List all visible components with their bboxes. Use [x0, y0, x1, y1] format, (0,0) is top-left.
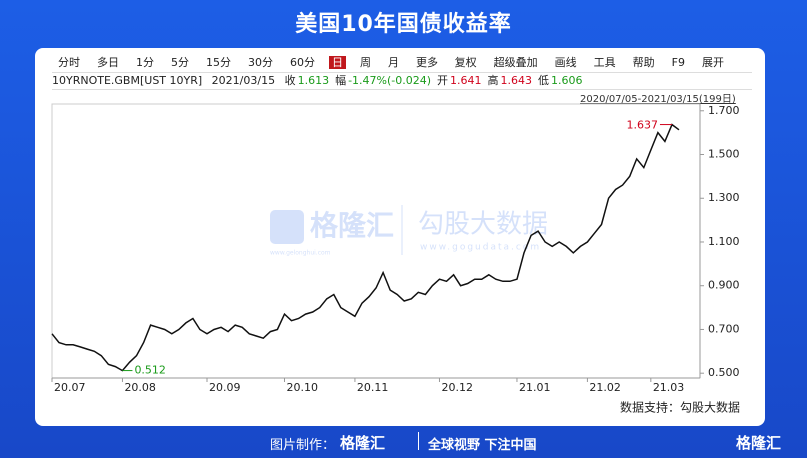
- toolbar-button[interactable]: 复权: [454, 56, 477, 69]
- toolbar-button[interactable]: 5分: [171, 56, 189, 69]
- y-tick-label: 1.700: [708, 104, 740, 117]
- info-label: 高: [487, 74, 499, 87]
- info-value: 1.606: [551, 74, 583, 87]
- info-value: 1.643: [500, 74, 533, 87]
- source: 数据支持：勾股大数据: [620, 400, 740, 415]
- footer-brand: 格隆汇: [340, 434, 386, 452]
- toolbar-button[interactable]: 工具: [593, 56, 616, 69]
- toolbar-button[interactable]: 60分: [290, 56, 315, 69]
- footer: 图片制作： 格隆汇 全球视野 下注中国 格隆汇: [0, 428, 807, 458]
- panel: [35, 48, 765, 426]
- toolbar-button[interactable]: 更多: [416, 56, 438, 69]
- watermark-data-url: www.gogudata.com: [420, 243, 541, 253]
- title: 美国10年国债收益率: [295, 12, 512, 37]
- separator: [418, 432, 419, 450]
- toolbar-button[interactable]: 帮助: [632, 56, 655, 69]
- watermark-url: www.gelonghui.com: [270, 250, 331, 257]
- info-label: 低: [538, 74, 550, 87]
- info-label: 收: [284, 74, 296, 87]
- info-value: -1.47%(-0.024): [348, 74, 432, 87]
- toolbar-button[interactable]: 画线: [554, 56, 577, 69]
- y-tick-label: 1.100: [708, 235, 740, 248]
- price-line: [51, 123, 680, 372]
- symbol: 10YRNOTE.GBM[UST 10YR]: [52, 74, 203, 87]
- info-bar: 10YRNOTE.GBM[UST 10YR] 2021/03/15 收 1.613…: [52, 72, 752, 90]
- info-label: 开: [437, 74, 449, 87]
- info-value: 1.613: [297, 74, 330, 87]
- y-tick-label: 1.300: [708, 191, 740, 204]
- y-tick-label: 0.900: [708, 279, 740, 292]
- toolbar-button[interactable]: 日: [329, 56, 346, 69]
- toolbar-button[interactable]: 30分: [248, 56, 273, 69]
- x-tick-label: 20.07: [54, 381, 86, 394]
- y-tick-label: 1.500: [708, 148, 740, 161]
- info-label: 幅: [335, 74, 347, 87]
- toolbar-button[interactable]: 周: [360, 56, 371, 69]
- min-label: 0.512: [134, 364, 166, 377]
- max-label: 1.637: [626, 119, 658, 132]
- watermark-brand: 格隆汇: [310, 209, 394, 242]
- range[interactable]: 2020/07/05-2021/03/15(199日): [580, 94, 736, 105]
- date: 2021/03/15: [211, 74, 276, 87]
- x-tick-label: 21.02: [589, 381, 621, 394]
- x-tick-label: 20.12: [441, 381, 473, 394]
- slogan: 全球视野 下注中国: [428, 438, 537, 453]
- x-tick-label: 21.01: [519, 381, 551, 394]
- toolbar-button[interactable]: 多日: [97, 56, 119, 69]
- watermark: 格隆汇 www.gelonghui.com 勾股大数据 www.gogudata…: [270, 205, 548, 257]
- y-tick-label: 0.700: [708, 322, 740, 335]
- toolbar-button[interactable]: 分时: [58, 56, 80, 69]
- x-tick-label: 20.09: [209, 381, 241, 394]
- toolbar-button[interactable]: 1分: [136, 56, 154, 69]
- toolbar-button[interactable]: 15分: [206, 56, 231, 69]
- toolbar-button[interactable]: 月: [388, 56, 399, 69]
- info-value: 1.641: [450, 74, 482, 87]
- x-tick-label: 20.11: [357, 381, 389, 394]
- maker: 图片制作：: [270, 438, 336, 453]
- y-tick-label: 0.500: [708, 366, 740, 379]
- toolbar-button[interactable]: F9: [671, 56, 685, 69]
- corner-brand: 格隆汇: [736, 434, 782, 452]
- watermark-data: 勾股大数据: [418, 210, 548, 240]
- toolbar-button[interactable]: 超级叠加: [493, 56, 538, 69]
- x-tick-label: 20.08: [124, 381, 155, 394]
- x-tick-label: 21.03: [653, 381, 685, 394]
- x-tick-label: 20.10: [286, 381, 318, 394]
- toolbar: 分时 多日 1分 5分 15分 30分 60分 日 周 月 更多 复权 超级叠加 画线 工具 帮助 F9 展开: [52, 54, 752, 72]
- toolbar-button[interactable]: 展开: [702, 56, 724, 69]
